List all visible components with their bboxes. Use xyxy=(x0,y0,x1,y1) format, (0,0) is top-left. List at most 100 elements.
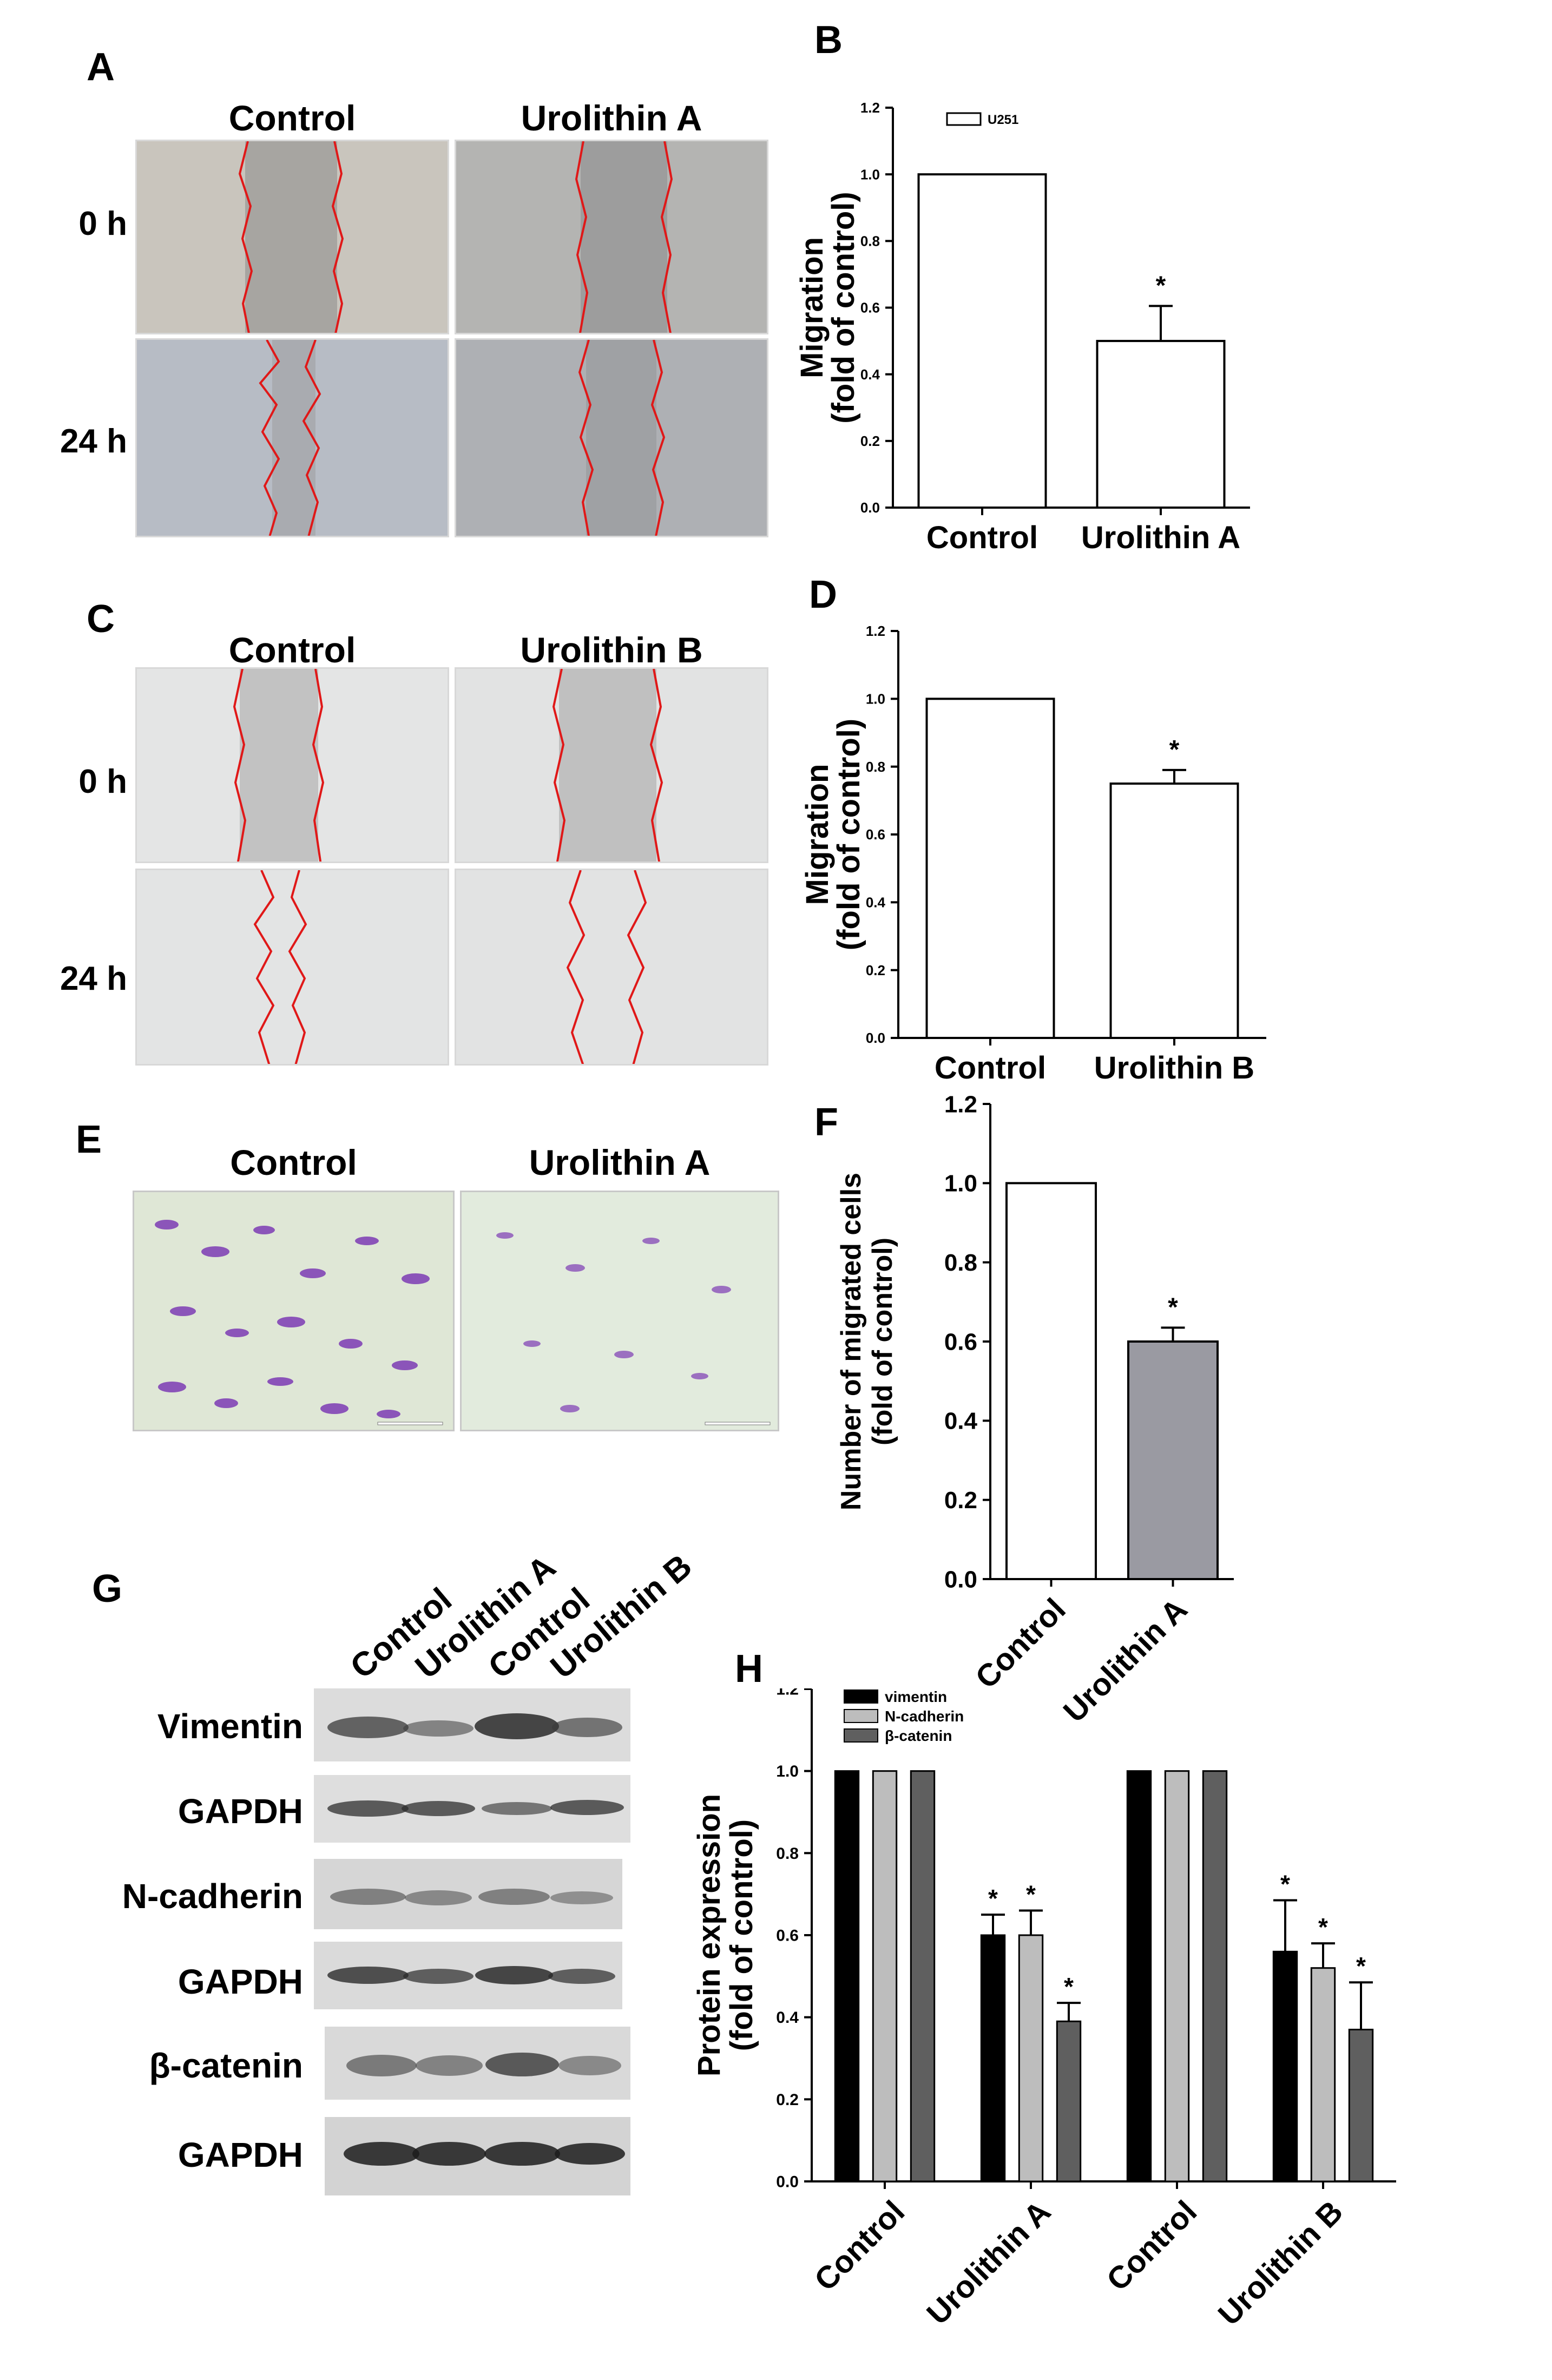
transwell-photo-control xyxy=(133,1191,455,1431)
chart-H-legend-label-2: β-catenin xyxy=(885,1727,952,1744)
scratch-photo-a-control-0h xyxy=(135,140,449,334)
panel-c-row-0h: 0 h xyxy=(78,763,127,800)
chart-D-bar-0 xyxy=(925,698,1055,1040)
scratch-photo-c-urolithin-0h xyxy=(455,667,768,863)
scratch-photo-a-control-24h xyxy=(135,338,449,537)
chart-D-ytick-label: 0.0 xyxy=(866,1030,885,1046)
panel-e-col-urolithin-a: Urolithin A xyxy=(529,1142,711,1182)
chart-D-significance-star: * xyxy=(1169,735,1180,764)
chart-H-bar-1-1 xyxy=(1018,1934,1044,2182)
chart-D-ytick-label: 0.4 xyxy=(866,894,886,910)
chart-D-ytick-label: 1.0 xyxy=(866,691,885,707)
chart-B-ytick-label: 0.8 xyxy=(860,233,880,249)
panel-b-label: B xyxy=(814,18,843,62)
chart-H-significance-star: * xyxy=(1280,1870,1290,1898)
blot-label-gapdh-2: GAPDH xyxy=(177,1962,303,2001)
chart-F-ytick-label: 0.8 xyxy=(944,1250,977,1276)
panel-c-label: C xyxy=(87,597,115,641)
chart-H-bar-1-3 xyxy=(1310,1967,1336,2182)
chart-B-significance-star: * xyxy=(1156,271,1166,300)
panel-c-col-urolithin-b: Urolithin B xyxy=(520,630,703,670)
chart-H-ytick-label: 1.0 xyxy=(776,1763,799,1780)
blot-label-beta-catenin: β-catenin xyxy=(149,2046,303,2085)
chart-h-protein-expression: 0.0 0.2 0.4 0.6 0.8 1.0 1.2 Protein expression(… xyxy=(692,1688,1396,2332)
chart-H-category-label: Urolithin A xyxy=(920,2194,1057,2331)
chart-F-ytick-label: 0.4 xyxy=(944,1408,978,1435)
chart-H-bar-0-0 xyxy=(834,1770,860,2182)
chart-H-bar-0-1 xyxy=(980,1934,1006,2182)
chart-F-ytick-label: 0.2 xyxy=(944,1487,977,1514)
panel-a-label: A xyxy=(87,45,115,89)
chart-D-category-label: Urolithin B xyxy=(1094,1050,1254,1086)
chart-D-ylabel-line: (fold of control) xyxy=(831,719,866,950)
chart-F-ytick-label: 0.0 xyxy=(944,1566,977,1593)
chart-D-ytick-label: 0.2 xyxy=(866,962,885,978)
scratch-photo-c-control-24h xyxy=(135,869,449,1066)
chart-B-ytick-label: 1.2 xyxy=(860,100,880,116)
chart-F-bar-0 xyxy=(1005,1182,1097,1581)
chart-H-bar-2-3 xyxy=(1348,2028,1374,2182)
chart-D-ylabel-line: Migration xyxy=(800,764,835,905)
panel-a-row-0h: 0 h xyxy=(78,205,127,242)
panel-a-col-urolithin-a: Urolithin A xyxy=(521,98,702,138)
panel-h-label: H xyxy=(735,1647,763,1691)
panel-f-label: F xyxy=(814,1101,838,1144)
chart-H-legend-swatch-0 xyxy=(844,1689,878,1704)
scratch-photo-c-urolithin-24h xyxy=(455,869,768,1066)
panel-a-row-24h: 24 h xyxy=(60,423,127,460)
chart-B-ytick-label: 0.6 xyxy=(860,300,880,316)
chart-H-ylabel-line: (fold of control) xyxy=(724,1819,759,2051)
chart-D-ytick-label: 1.2 xyxy=(866,623,885,639)
panel-a-col-control: Control xyxy=(228,98,356,138)
chart-H-legend-label-1: N-cadherin xyxy=(885,1708,964,1725)
chart-H-ytick-label: 0.2 xyxy=(776,2091,799,2109)
panel-d-label: D xyxy=(809,573,837,616)
chart-H-ytick-label: 0.4 xyxy=(776,2009,799,2027)
chart-B-bar-0 xyxy=(917,173,1047,509)
chart-F-ytick-label: 0.6 xyxy=(944,1329,977,1355)
chart-H-ytick-label: 1.2 xyxy=(776,1688,799,1699)
panel-g-label: G xyxy=(92,1567,123,1610)
chart-B-ytick-label: 0.4 xyxy=(860,366,880,383)
chart-B-legend-swatch xyxy=(946,112,982,126)
chart-f-migrated-cells: 0.0 0.2 0.4 0.6 0.8 1.0 1.2 Number of migrated … xyxy=(836,1091,1234,1729)
chart-B-category-label: Urolithin A xyxy=(1081,520,1240,552)
scratch-photo-a-urolithin-0h xyxy=(455,140,768,334)
chart-B-ylabel-line: Migration xyxy=(794,237,830,378)
panel-c-row-24h: 24 h xyxy=(60,960,127,997)
chart-D-category-label: Control xyxy=(935,1050,1046,1086)
chart-B-category-label: Control xyxy=(926,520,1038,552)
chart-H-ytick-label: 0.0 xyxy=(776,2173,799,2191)
chart-B-ylabel-line: (fold of control) xyxy=(826,192,861,423)
chart-H-bar-0-2 xyxy=(1126,1770,1152,2182)
chart-B-ytick-label: 1.0 xyxy=(860,166,880,182)
blot-label-gapdh-3: GAPDH xyxy=(177,2135,303,2174)
chart-H-ytick-label: 0.6 xyxy=(776,1927,799,1945)
scratch-photo-a-urolithin-24h xyxy=(455,338,768,537)
chart-H-bar-2-2 xyxy=(1202,1770,1228,2182)
chart-B-ytick-label: 0.0 xyxy=(860,499,880,516)
chart-b-migration-urolithin-a: 0.0 0.2 0.4 0.6 0.8 1.0 1.2 Migration(fold of c… xyxy=(794,100,1250,552)
chart-B-ytick-label: 0.2 xyxy=(860,433,880,449)
scratch-photo-c-control-0h xyxy=(135,667,449,863)
western-blot-image xyxy=(314,1688,630,2195)
chart-d-migration-urolithin-b: 0.0 0.2 0.4 0.6 0.8 1.0 1.2 Migration(fold of c… xyxy=(800,623,1266,1086)
chart-F-category-label: Control xyxy=(969,1592,1073,1695)
chart-D-ytick-label: 0.6 xyxy=(866,826,885,843)
chart-H-category-label: Control xyxy=(1100,2194,1204,2298)
blot-label-gapdh-1: GAPDH xyxy=(177,1792,303,1831)
chart-H-legend-swatch-1 xyxy=(844,1709,878,1723)
panel-c-col-control: Control xyxy=(228,630,356,670)
chart-H-ytick-label: 0.8 xyxy=(776,1845,799,1863)
blot-lane-labels: Control Urolithin A Control Urolithin B xyxy=(344,1547,699,1686)
chart-F-ytick-label: 1.2 xyxy=(944,1091,977,1117)
chart-H-bar-0-3 xyxy=(1272,1950,1298,2182)
chart-H-ylabel-line: Protein expression xyxy=(692,1794,727,2076)
blot-label-n-cadherin: N-cadherin xyxy=(122,1877,303,1916)
transwell-photo-urolithin-a xyxy=(460,1191,779,1431)
chart-H-category-label: Control xyxy=(807,2194,911,2298)
chart-H-bar-1-2 xyxy=(1164,1770,1190,2182)
chart-H-category-label: Urolithin B xyxy=(1212,2194,1350,2332)
panel-e-col-control: Control xyxy=(230,1142,357,1182)
chart-H-significance-star: * xyxy=(1026,1881,1036,1909)
